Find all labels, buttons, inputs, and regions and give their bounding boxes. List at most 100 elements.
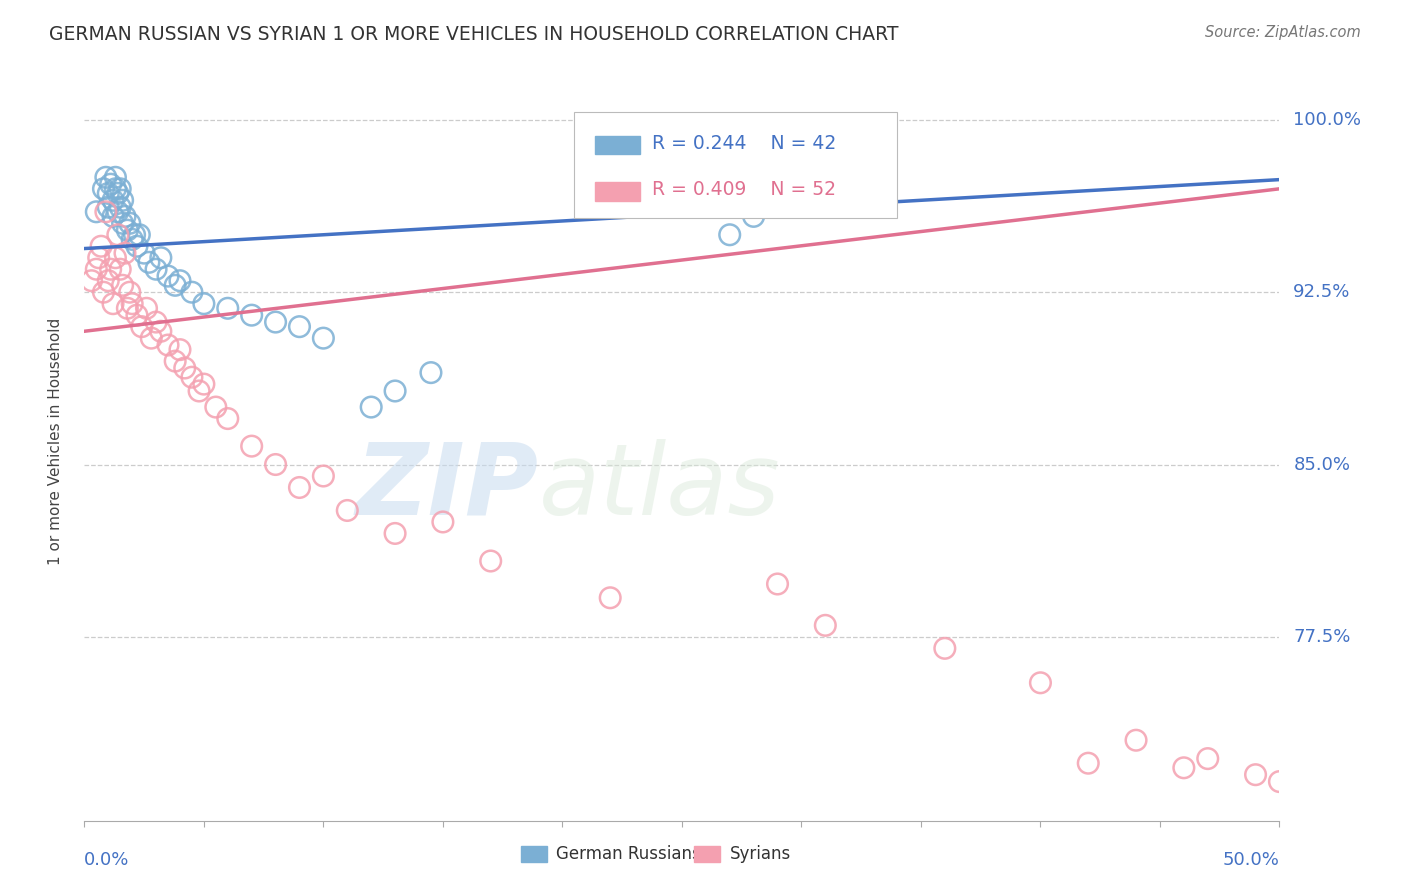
Point	[101, 296, 124, 310]
Point	[104, 251, 127, 265]
Point	[145, 315, 167, 329]
Point	[766, 577, 789, 591]
Text: 50.0%: 50.0%	[1223, 851, 1279, 869]
Text: 77.5%: 77.5%	[1294, 628, 1351, 646]
Point	[86, 262, 108, 277]
Point	[1197, 751, 1219, 765]
Point	[288, 481, 311, 495]
Point	[121, 296, 143, 310]
Point	[1244, 767, 1267, 781]
Point	[420, 366, 443, 380]
Text: 85.0%: 85.0%	[1294, 456, 1350, 474]
Point	[94, 170, 117, 185]
Y-axis label: 1 or more Vehicles in Household: 1 or more Vehicles in Household	[48, 318, 63, 566]
Text: atlas: atlas	[538, 439, 780, 535]
Point	[124, 227, 146, 242]
Point	[110, 200, 132, 214]
Point	[181, 370, 204, 384]
Point	[217, 301, 239, 316]
Point	[742, 210, 765, 224]
Point	[132, 246, 156, 260]
Text: 100.0%: 100.0%	[1294, 111, 1361, 128]
Point	[135, 301, 157, 316]
Bar	[595, 182, 640, 201]
Text: GERMAN RUSSIAN VS SYRIAN 1 OR MORE VEHICLES IN HOUSEHOLD CORRELATION CHART: GERMAN RUSSIAN VS SYRIAN 1 OR MORE VEHIC…	[49, 25, 898, 44]
Point	[169, 274, 191, 288]
Point	[110, 262, 132, 277]
Point	[121, 232, 143, 246]
Bar	[595, 136, 640, 154]
Point	[93, 182, 115, 196]
Point	[118, 216, 141, 230]
Point	[193, 377, 215, 392]
Point	[173, 361, 195, 376]
Point	[336, 503, 359, 517]
Point	[117, 301, 139, 316]
Point	[111, 278, 134, 293]
Point	[157, 269, 180, 284]
Point	[117, 223, 139, 237]
Point	[360, 400, 382, 414]
Point	[101, 194, 124, 208]
Point	[104, 170, 127, 185]
Point	[149, 324, 172, 338]
Point	[110, 182, 132, 196]
Text: ZIP: ZIP	[356, 439, 538, 535]
Point	[107, 227, 129, 242]
Text: German Russians: German Russians	[557, 845, 702, 863]
Point	[384, 384, 406, 398]
Point	[128, 227, 150, 242]
Point	[934, 641, 956, 656]
Point	[101, 210, 124, 224]
Point	[93, 285, 115, 300]
Text: 0.0%: 0.0%	[84, 851, 129, 869]
Point	[80, 274, 103, 288]
Point	[104, 182, 127, 196]
Point	[264, 458, 287, 472]
Point	[718, 227, 741, 242]
Point	[312, 469, 335, 483]
Point	[138, 255, 160, 269]
Point	[1281, 784, 1303, 798]
Point	[165, 354, 187, 368]
Point	[107, 186, 129, 201]
Point	[107, 204, 129, 219]
Bar	[520, 846, 547, 863]
Point	[125, 239, 148, 253]
Point	[141, 331, 163, 345]
Point	[288, 319, 311, 334]
Point	[264, 315, 287, 329]
Point	[114, 210, 136, 224]
Point	[86, 204, 108, 219]
Text: Syrians: Syrians	[730, 845, 792, 863]
Point	[90, 239, 112, 253]
Point	[100, 178, 122, 192]
Point	[384, 526, 406, 541]
Text: R = 0.244    N = 42: R = 0.244 N = 42	[652, 134, 837, 153]
Bar	[695, 846, 720, 863]
Text: 92.5%: 92.5%	[1294, 283, 1351, 301]
Point	[1125, 733, 1147, 747]
Point	[169, 343, 191, 357]
Point	[87, 251, 110, 265]
Point	[165, 278, 187, 293]
Point	[240, 439, 263, 453]
Point	[97, 186, 120, 201]
Point	[97, 200, 120, 214]
Point	[181, 285, 204, 300]
Point	[125, 308, 148, 322]
Point	[157, 338, 180, 352]
Point	[1029, 675, 1052, 690]
Point	[100, 262, 122, 277]
Point	[432, 515, 454, 529]
Point	[1077, 756, 1099, 771]
Point	[188, 384, 211, 398]
Point	[205, 400, 228, 414]
FancyBboxPatch shape	[575, 112, 897, 218]
Point	[193, 296, 215, 310]
Point	[240, 308, 263, 322]
Point	[599, 591, 621, 605]
Point	[114, 246, 136, 260]
Text: R = 0.409    N = 52: R = 0.409 N = 52	[652, 180, 837, 199]
Point	[217, 411, 239, 425]
